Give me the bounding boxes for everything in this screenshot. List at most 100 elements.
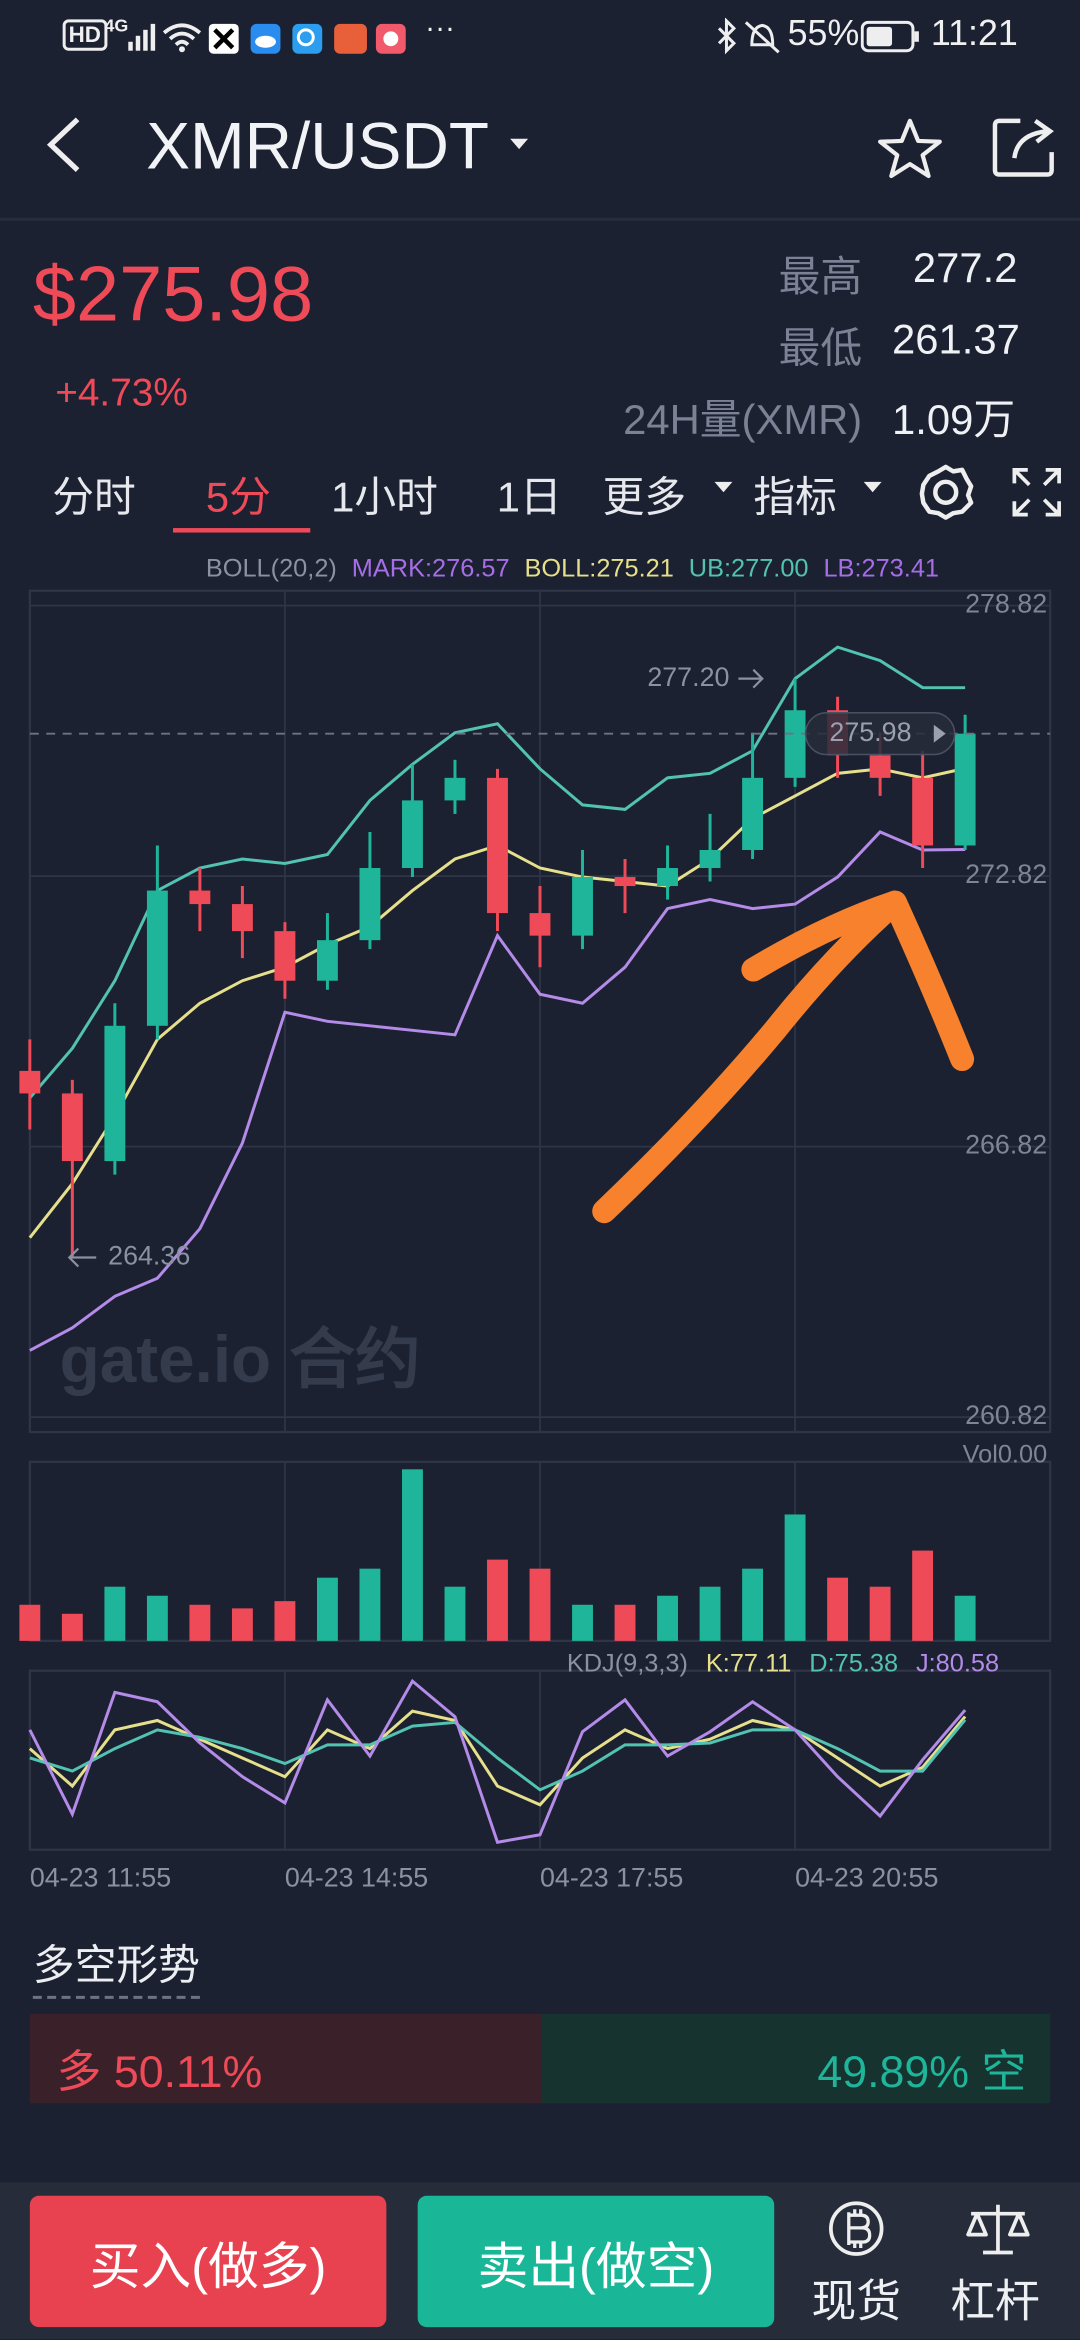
volume-bar — [19, 1604, 41, 1641]
candle-body — [146, 890, 168, 1026]
x-tick-label: 04-23 20:55 — [795, 1863, 938, 1893]
long-bar — [29, 2013, 542, 2104]
share-button[interactable] — [990, 113, 1059, 182]
watermark: gate.io 合约 — [60, 1323, 421, 1396]
status-right-icons — [717, 17, 780, 55]
band-line — [28, 645, 966, 1099]
tab-underline — [173, 528, 311, 533]
stat-value: 1.09万 — [892, 396, 1016, 444]
volume-bar — [827, 1577, 849, 1641]
last-price-arrow — [933, 724, 946, 743]
candle-body — [784, 710, 806, 778]
candle-body — [657, 868, 678, 887]
volume-bar — [61, 1613, 83, 1641]
x-tick-label: 04-23 17:55 — [540, 1863, 683, 1893]
stat-value: 277.2 — [912, 244, 1018, 291]
volume-bar — [359, 1568, 381, 1641]
stat-label: 最低 — [778, 325, 863, 372]
stat-value: 261.37 — [892, 316, 1020, 363]
short-bar — [541, 2013, 1051, 2104]
legend-item: UB:277.00 — [689, 555, 809, 583]
volume-bar — [529, 1568, 551, 1641]
kdj-line — [28, 1678, 967, 1844]
tab[interactable]: 1日 — [496, 474, 562, 521]
candle-body — [444, 777, 466, 801]
pair-dropdown[interactable] — [509, 137, 530, 152]
y-tick-label: 272.82 — [965, 859, 1047, 889]
sell-button[interactable]: 卖出(做空) — [417, 2195, 775, 2328]
volume-bar — [614, 1604, 636, 1641]
volume-label: Vol0.00 — [963, 1441, 1048, 1469]
margin-icon[interactable] — [962, 2199, 1034, 2259]
y-tick-label: 260.82 — [965, 1400, 1047, 1430]
tab[interactable]: 分时 — [52, 474, 136, 521]
candle-body — [274, 931, 296, 981]
volume-bar — [572, 1604, 593, 1641]
volume-bar — [316, 1577, 338, 1641]
more-dots: ··· — [425, 11, 455, 45]
volume-bar — [487, 1559, 508, 1641]
last-price-label: 275.98 — [829, 717, 911, 747]
last-price-box — [804, 712, 956, 756]
tab[interactable]: 更多 — [602, 474, 687, 521]
high-label: 277.20 — [647, 662, 729, 692]
margin-label[interactable]: 杠杆 — [950, 2277, 1040, 2328]
candle-body — [104, 1025, 126, 1162]
tab[interactable]: 指标 — [753, 474, 837, 521]
volume-bar — [784, 1514, 806, 1641]
kdj-legend-item: J:80.58 — [916, 1649, 999, 1677]
candle-body — [189, 890, 211, 905]
tab[interactable]: 1小时 — [331, 474, 438, 521]
header-divider — [0, 217, 1080, 221]
volume-bar — [402, 1469, 423, 1641]
low-label: 264.36 — [108, 1241, 190, 1271]
kdj-line — [28, 1709, 967, 1807]
high-arrow-head — [752, 668, 764, 689]
candle-body — [487, 777, 508, 914]
spot-icon[interactable] — [826, 2199, 886, 2259]
tab[interactable]: 5分 — [205, 474, 271, 521]
band-line — [29, 830, 966, 1352]
hd-icon: HD — [62, 19, 107, 51]
tab-dropdown — [863, 481, 882, 493]
network-icon: 4G — [104, 14, 129, 36]
candle-body — [699, 849, 721, 869]
battery-icon — [860, 20, 919, 53]
sentiment-title: 多空形势 — [32, 1933, 200, 1999]
pair-title[interactable]: XMR/USDT — [146, 110, 489, 184]
candle-body — [912, 777, 934, 846]
volume-bar — [657, 1595, 678, 1641]
stat-label: 最高 — [778, 253, 863, 300]
favorite-button[interactable] — [876, 116, 945, 182]
volume-bar — [912, 1550, 934, 1641]
kdj-legend-item: KDJ(9,3,3) — [567, 1649, 688, 1677]
candle-body — [316, 940, 338, 981]
fullscreen-button[interactable] — [1011, 467, 1062, 518]
candle-body — [402, 800, 423, 869]
volume-bar — [444, 1586, 466, 1641]
candle-body — [19, 1070, 41, 1094]
x-tick-label: 04-23 11:55 — [30, 1863, 171, 1893]
legend-item: BOLL:275.21 — [524, 555, 673, 583]
volume-bar — [869, 1586, 891, 1641]
short-label: 空 — [981, 2048, 1027, 2098]
volume-bar — [231, 1608, 253, 1641]
candle-body — [529, 913, 551, 936]
low-arrow-head — [67, 1247, 80, 1268]
settings-button[interactable] — [916, 462, 976, 522]
legend-item: MARK:276.57 — [352, 555, 510, 583]
short-text: 49.89% 空 — [817, 2035, 1026, 2101]
volume-bar — [274, 1601, 296, 1641]
kdj-line — [29, 1718, 967, 1792]
back-button[interactable] — [42, 113, 87, 179]
long-text: 多 50.11% — [57, 2035, 263, 2101]
spot-label[interactable]: 现货 — [811, 2277, 901, 2328]
long-label: 多 — [56, 2048, 102, 2098]
clock: 11:21 — [930, 13, 1018, 54]
x-tick-label: 04-23 14:55 — [285, 1863, 428, 1893]
kdj-legend-item: K:77.11 — [706, 1649, 792, 1677]
candle-body — [359, 868, 381, 941]
buy-button[interactable]: 买入(做多) — [29, 2195, 387, 2328]
kline-chart: 278.82 272.82 266.82 260.82 04-23 11:55 04-23… — [19, 555, 1052, 1893]
